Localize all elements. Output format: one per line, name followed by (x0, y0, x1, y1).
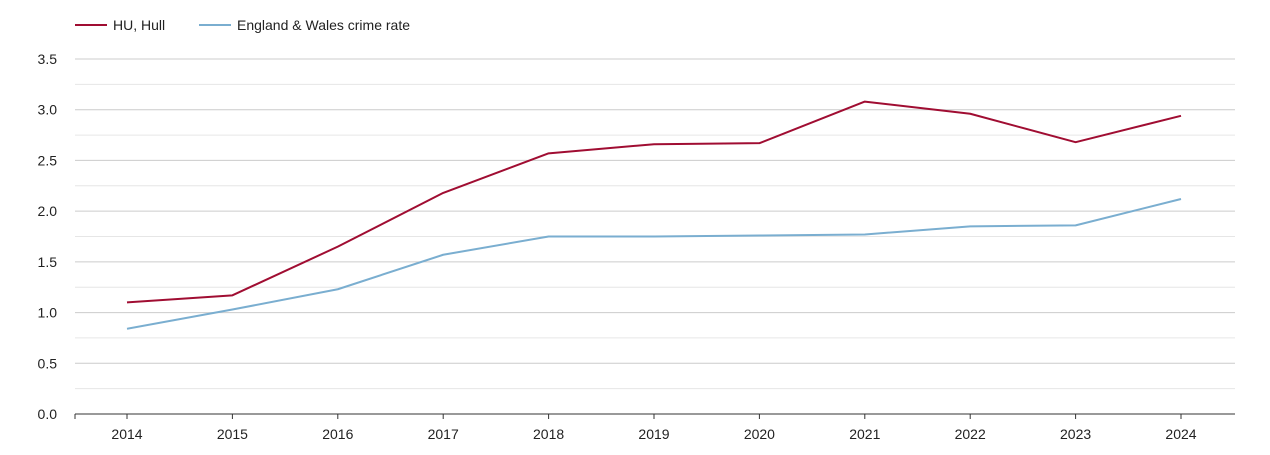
series-lines (126, 100, 1182, 330)
y-tick-label: 1.0 (38, 305, 58, 321)
legend-label: HU, Hull (113, 17, 165, 33)
y-tick-label: 3.5 (38, 51, 58, 67)
x-tick-label: 2017 (428, 426, 459, 442)
legend-item[interactable]: HU, Hull (75, 17, 165, 33)
series-line-england-wales (126, 198, 1182, 330)
legend-item[interactable]: England & Wales crime rate (199, 17, 410, 33)
grid-lines (75, 58, 1235, 390)
y-tick-label: 0.0 (38, 406, 58, 422)
x-tick-label: 2023 (1060, 426, 1091, 442)
y-tick-label: 0.5 (38, 355, 58, 371)
x-tick-label: 2021 (849, 426, 880, 442)
x-tick-label: 2014 (111, 426, 142, 442)
x-tick-label: 2019 (638, 426, 669, 442)
legend: HU, Hull England & Wales crime rate (75, 17, 410, 33)
y-tick-label: 2.0 (38, 203, 58, 219)
x-tick-label: 2024 (1165, 426, 1196, 442)
legend-label: England & Wales crime rate (237, 17, 410, 33)
y-tick-label: 2.5 (38, 152, 58, 168)
x-tick-label: 2018 (533, 426, 564, 442)
axes: 0.0 0.5 1.0 1.5 2.0 2.5 3.0 3.5 2014 2015 2016 2017… (38, 51, 1235, 442)
x-tick-label: 2020 (744, 426, 775, 442)
x-tick-label: 2022 (955, 426, 986, 442)
y-tick-label: 1.5 (38, 254, 58, 270)
y-tick-label: 3.0 (38, 102, 58, 118)
x-tick-label: 2015 (217, 426, 248, 442)
series-line-hu-hull (126, 100, 1182, 304)
x-tick-label: 2016 (322, 426, 353, 442)
